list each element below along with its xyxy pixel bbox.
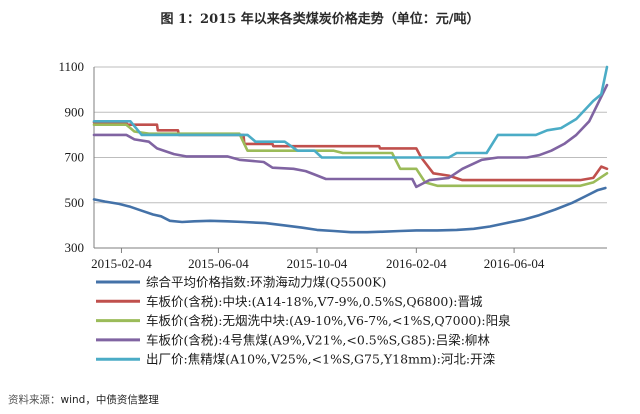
y-tick-label: 1100	[58, 59, 84, 74]
legend-label-3: 车板价(含税):4号焦煤(A9%,V21%,<0.5%S,G85):吕梁:柳林	[146, 332, 490, 347]
legend-label-1: 车板价(含税):中块:(A14-18%,V7-9%,0.5%S,Q6800):晋…	[146, 294, 483, 309]
series-line-0	[92, 186, 607, 234]
series-line-4	[92, 65, 609, 159]
legend-label-2: 车板价(含税):无烟洗中块:(A9-10%,V6-7%,<1%S,Q7000):…	[146, 313, 511, 328]
legend: 综合平均价格指数:环渤海动力煤(Q5500K) 车板价(含税):中块:(A14-1…	[96, 275, 511, 367]
series-line-2	[92, 123, 609, 188]
legend-label-4: 出厂价:焦精煤(A10%,V25%,<1%S,G75,Y18mm):河北:开滦	[146, 352, 496, 367]
x-tick-label: 2015-10-04	[287, 256, 348, 271]
x-tick-label: 2015-06-04	[188, 256, 249, 271]
source-label: 资料来源：	[8, 394, 61, 406]
y-tick-label: 700	[65, 150, 85, 165]
series-line-3	[92, 83, 609, 189]
legend-label-0: 综合平均价格指数:环渤海动力煤(Q5500K)	[146, 275, 386, 290]
x-tick-label: 2016-02-04	[386, 256, 447, 271]
y-axis-ticks: 300 500 700 900 1100	[58, 59, 84, 255]
series-line-1	[92, 121, 609, 182]
x-tick-label: 2015-02-04	[91, 256, 152, 271]
source-text: wind，中债资信整理	[60, 394, 159, 406]
y-tick-label: 300	[65, 240, 85, 255]
series-lines	[92, 65, 609, 234]
source-note: 资料来源：wind，中债资信整理	[8, 392, 159, 407]
x-axis: 2015-02-04 2015-06-04 2015-10-04 2016-02-04…	[91, 67, 607, 271]
y-tick-label: 900	[65, 104, 85, 119]
chart-title: 图 1：2015 年以来各类煤炭价格走势（单位：元/吨）	[160, 12, 480, 27]
x-tick-label: 2016-06-04	[484, 256, 545, 271]
y-tick-label: 500	[65, 195, 85, 210]
